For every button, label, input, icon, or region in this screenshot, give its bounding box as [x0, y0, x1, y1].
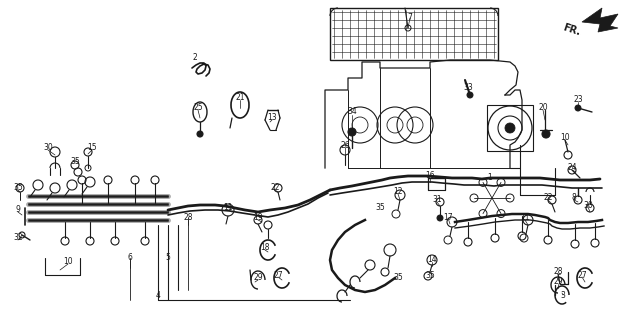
Text: 1: 1: [488, 173, 493, 182]
Circle shape: [348, 128, 356, 136]
Text: 29: 29: [253, 274, 263, 283]
Text: 11: 11: [520, 213, 530, 222]
Circle shape: [197, 131, 203, 137]
Text: 22: 22: [543, 194, 553, 203]
Text: 24: 24: [567, 164, 577, 172]
Text: 8: 8: [572, 194, 577, 203]
Text: 13: 13: [267, 114, 277, 123]
Text: 14: 14: [427, 255, 437, 265]
Text: 20: 20: [538, 103, 548, 113]
Text: 23: 23: [573, 95, 583, 105]
Text: 35: 35: [375, 204, 385, 212]
Bar: [487, 105, 533, 151]
Text: 6: 6: [128, 253, 133, 262]
Text: 12: 12: [393, 188, 403, 196]
Text: 2: 2: [193, 53, 197, 62]
Text: 9: 9: [16, 205, 21, 214]
Text: 17: 17: [443, 213, 453, 222]
Polygon shape: [582, 8, 618, 32]
Text: 3: 3: [560, 291, 565, 300]
Text: 16: 16: [425, 171, 435, 180]
Text: 28: 28: [553, 268, 563, 276]
Text: 30: 30: [43, 143, 53, 153]
Circle shape: [437, 215, 443, 221]
Text: 32: 32: [13, 234, 23, 243]
Text: 10: 10: [560, 133, 570, 142]
Text: 10: 10: [63, 258, 73, 267]
Text: 11: 11: [223, 204, 233, 212]
Text: 35: 35: [425, 270, 435, 279]
Circle shape: [542, 130, 550, 138]
Text: 34: 34: [347, 108, 357, 116]
Text: 22: 22: [270, 183, 280, 193]
Circle shape: [575, 105, 581, 111]
Circle shape: [505, 123, 515, 133]
Bar: [330, 8, 498, 60]
Text: 25: 25: [193, 103, 203, 113]
Text: 18: 18: [260, 244, 270, 252]
Text: 35: 35: [13, 183, 23, 193]
Text: 15: 15: [87, 143, 97, 153]
Text: 19: 19: [253, 213, 263, 222]
Text: 30: 30: [583, 201, 593, 210]
Circle shape: [467, 92, 473, 98]
Text: 26: 26: [340, 140, 350, 149]
Text: 5: 5: [165, 253, 170, 262]
Text: 29: 29: [553, 277, 563, 286]
Text: 27: 27: [273, 270, 283, 279]
Text: 28: 28: [183, 213, 193, 222]
Text: 33: 33: [463, 84, 473, 92]
Text: 27: 27: [577, 270, 587, 279]
Text: FR.: FR.: [562, 22, 582, 37]
Text: 4: 4: [156, 291, 160, 300]
Text: 35: 35: [70, 157, 80, 166]
Text: 21: 21: [235, 93, 245, 102]
Text: 31: 31: [432, 196, 442, 204]
Text: 35: 35: [393, 274, 403, 283]
Text: 7: 7: [408, 13, 413, 22]
